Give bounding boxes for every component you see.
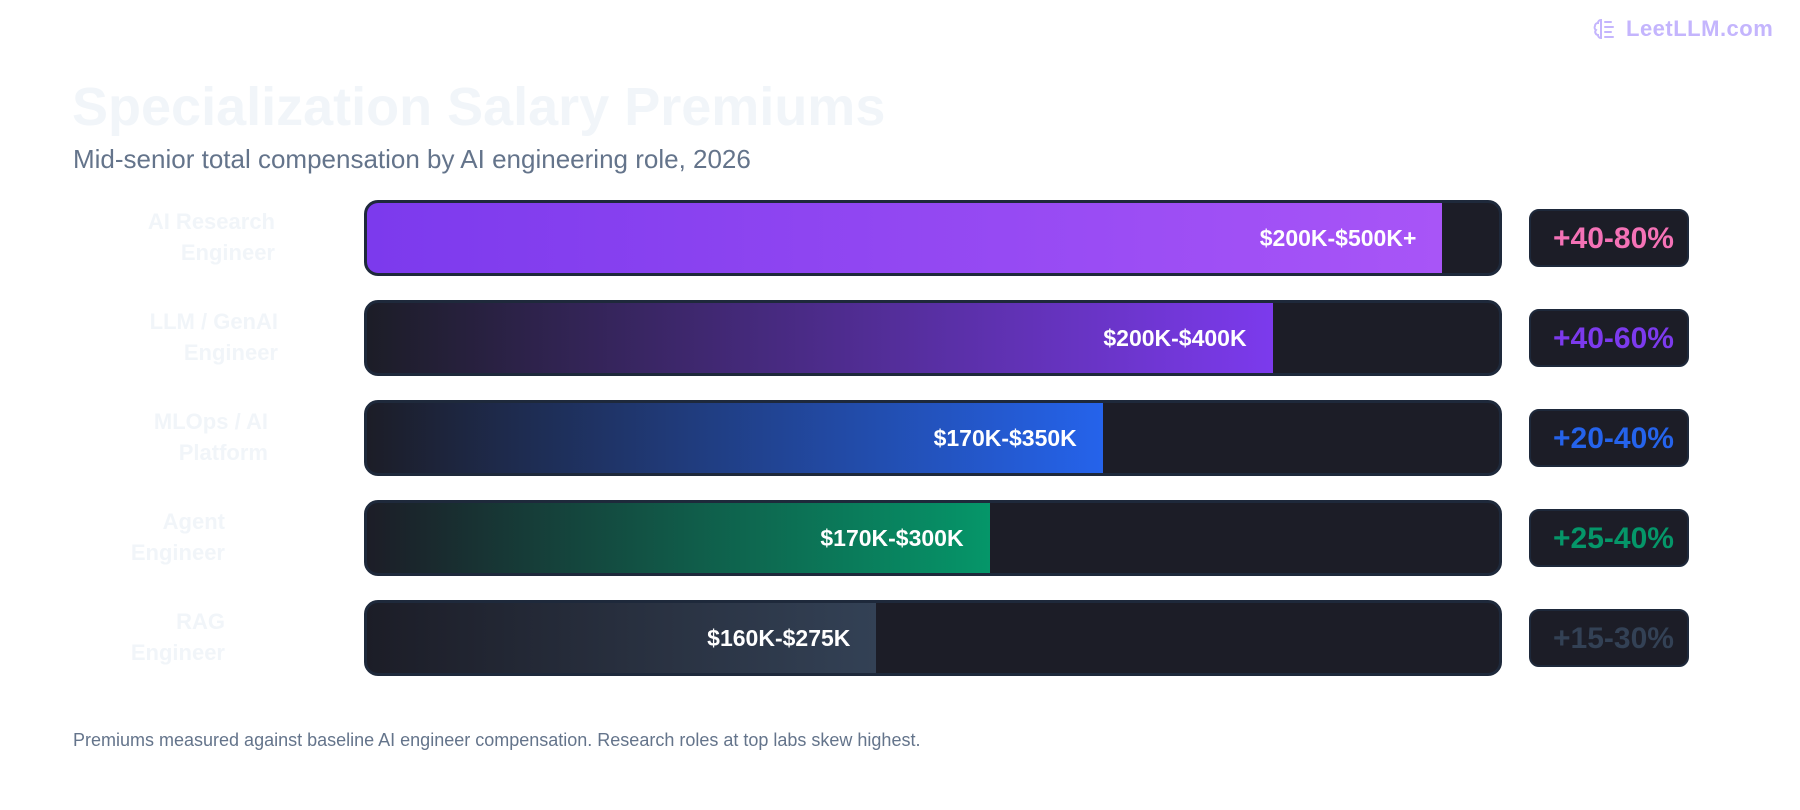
bar-value-label: $170K-$300K [820,525,964,551]
bar-track: $170K-$300K [364,500,1502,576]
premium-badge: +25-40% [1529,509,1689,567]
premium-badge: +20-40% [1529,409,1689,467]
bar-value-label: $200K-$400K [1103,325,1247,351]
bar-fill [367,403,1103,473]
brand-name: LeetLLM.com [1626,16,1774,41]
category-label: AI Research Engineer [147,209,275,265]
premium-text: +20-40% [1553,422,1674,455]
category-label: RAG Engineer [130,609,225,665]
bar-row: RAG Engineer $160K-$275K +15-30% [0,600,1800,676]
bar-row: Agent Engineer $170K-$300K +25-40% [0,500,1800,576]
bar-row: AI Research Engineer $200K-$500K+ +40-80% [0,200,1800,276]
bar-track: $160K-$275K [364,600,1502,676]
category-label: LLM / GenAI Engineer [149,309,278,365]
bar-track: $170K-$350K [364,400,1502,476]
category-label: MLOps / AI Platform [153,409,268,465]
bar-value-label: $200K-$500K+ [1259,225,1417,251]
premium-text: +40-60% [1553,322,1674,355]
brain-icon [1593,18,1614,40]
premium-badge: +40-80% [1529,209,1689,267]
premium-text: +25-40% [1553,522,1674,555]
bar-row: MLOps / AI Platform $170K-$350K +20-40% [0,400,1800,476]
bar-track: $200K-$500K+ [364,200,1502,276]
premium-badge: +15-30% [1529,609,1689,667]
category-label: Agent Engineer [130,509,225,565]
chart-title: Specialization Salary Premiums [72,77,886,137]
bar-fill [367,303,1273,373]
bar-fill [367,203,1443,273]
chart-subtitle: Mid-senior total compensation by AI engi… [73,144,751,174]
premium-badge: +40-60% [1529,309,1689,367]
bar-value-label: $170K-$350K [933,425,1077,451]
brand-logo: LeetLLM.com [1592,16,1773,42]
bar-track: $200K-$400K [364,300,1502,376]
bar-row: LLM / GenAI Engineer $200K-$400K +40-60% [0,300,1800,376]
bar-value-label: $160K-$275K [707,625,851,651]
premium-text: +15-30% [1553,622,1674,655]
bar-fill [367,603,877,673]
bar-fill [367,503,990,573]
chart-footnote: Premiums measured against baseline AI en… [73,730,921,750]
premium-text: +40-80% [1553,222,1674,255]
